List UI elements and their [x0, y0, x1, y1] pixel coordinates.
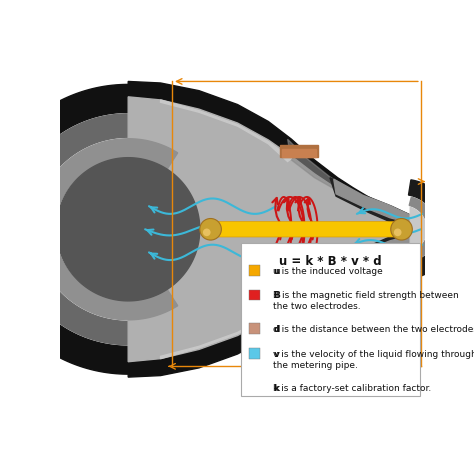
- Polygon shape: [161, 101, 292, 162]
- Text: the metering pipe.: the metering pipe.: [273, 360, 358, 369]
- Polygon shape: [288, 243, 407, 320]
- Text: v is the velocity of the liquid flowing through: v is the velocity of the liquid flowing …: [273, 349, 474, 358]
- Polygon shape: [36, 139, 178, 320]
- Polygon shape: [409, 198, 436, 262]
- Polygon shape: [128, 98, 407, 362]
- Polygon shape: [210, 227, 399, 232]
- Polygon shape: [330, 230, 422, 281]
- Text: B is the magnetic field strength between: B is the magnetic field strength between: [273, 291, 459, 300]
- Bar: [249, 265, 260, 276]
- Polygon shape: [128, 82, 407, 216]
- Polygon shape: [10, 115, 198, 345]
- Circle shape: [200, 219, 221, 241]
- Polygon shape: [161, 298, 292, 359]
- Polygon shape: [288, 140, 407, 216]
- Polygon shape: [56, 158, 200, 301]
- Text: d: d: [273, 324, 280, 334]
- Bar: [249, 324, 260, 334]
- Text: u: u: [273, 266, 280, 275]
- Polygon shape: [334, 180, 419, 227]
- Polygon shape: [10, 168, 47, 292]
- Bar: [241, 244, 420, 396]
- Circle shape: [203, 229, 210, 237]
- Polygon shape: [210, 226, 399, 233]
- Bar: [249, 290, 260, 301]
- Polygon shape: [280, 145, 319, 157]
- Text: u is the induced voltage: u is the induced voltage: [273, 266, 383, 275]
- Text: the two electrodes.: the two electrodes.: [273, 302, 361, 310]
- Text: k: k: [273, 383, 280, 392]
- Text: d is the distance between the two electrodes.: d is the distance between the two electr…: [273, 324, 474, 334]
- Polygon shape: [334, 233, 419, 280]
- Bar: [249, 348, 260, 359]
- Polygon shape: [280, 302, 319, 314]
- FancyBboxPatch shape: [208, 222, 404, 238]
- Polygon shape: [409, 181, 453, 279]
- Text: v: v: [273, 349, 279, 358]
- Text: k is a factory-set calibration factor.: k is a factory-set calibration factor.: [273, 383, 432, 392]
- Text: B: B: [273, 291, 280, 300]
- Polygon shape: [282, 150, 316, 157]
- Polygon shape: [410, 208, 426, 252]
- Circle shape: [394, 229, 401, 237]
- Polygon shape: [0, 85, 222, 374]
- Circle shape: [391, 219, 412, 241]
- Polygon shape: [128, 243, 407, 377]
- Polygon shape: [330, 178, 422, 230]
- Text: u = k * B * v * d: u = k * B * v * d: [279, 254, 382, 268]
